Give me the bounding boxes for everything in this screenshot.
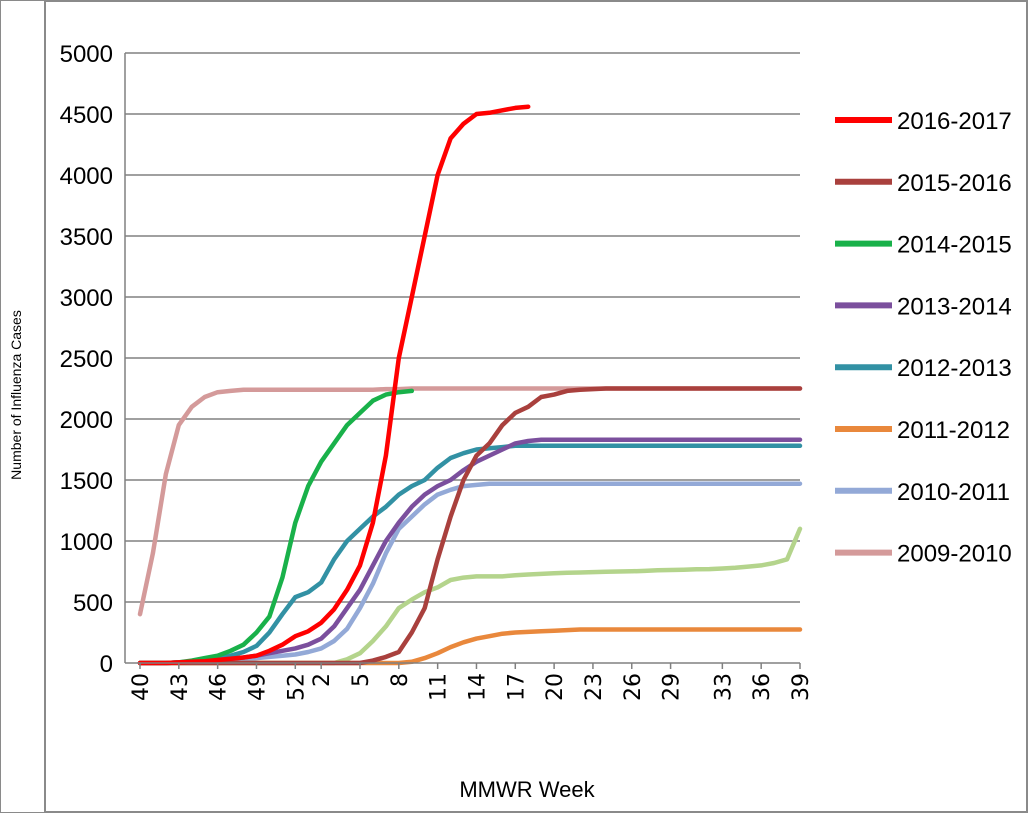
legend-item: 2009-2010 xyxy=(835,541,1012,568)
y-tick-label: 4000 xyxy=(60,163,113,190)
legend-item: 2016-2017 xyxy=(835,108,1012,135)
y-tick-label: 2500 xyxy=(60,346,113,373)
series-line-2016-2017 xyxy=(137,104,531,666)
x-tick-label: 33 xyxy=(711,673,736,701)
legend-label: 2009-2010 xyxy=(897,541,1012,568)
x-axis-label: MMWR Week xyxy=(459,777,595,802)
x-tick-label: 11 xyxy=(427,673,452,701)
legend-item: 2015-2016 xyxy=(835,170,1012,197)
x-tick-label: 29 xyxy=(660,673,685,701)
axes xyxy=(124,53,801,669)
legend-label: 2010-2011 xyxy=(897,479,1010,506)
x-tick-label: 39 xyxy=(789,673,814,701)
x-tick-label: 46 xyxy=(207,673,232,701)
legend-label: 2013-2014 xyxy=(897,293,1012,320)
gridlines xyxy=(125,52,800,603)
legend-label: 2011-2012 xyxy=(897,417,1010,444)
legend-item: 2012-2013 xyxy=(835,355,1012,382)
x-tick-label: 40 xyxy=(129,673,154,701)
legend-label: 2016-2017 xyxy=(897,108,1012,135)
y-tick-label: 5000 xyxy=(60,41,113,68)
y-tick-label: 3500 xyxy=(60,224,113,251)
x-tick-label: 49 xyxy=(245,673,270,701)
x-tick-label: 14 xyxy=(465,673,490,701)
x-tick-label: 17 xyxy=(504,673,529,701)
y-tick-label: 0 xyxy=(100,651,113,678)
x-tick-label: 36 xyxy=(750,673,775,701)
y-axis-label: Number of Influenza Cases xyxy=(8,310,24,480)
x-tick-label: 43 xyxy=(168,673,193,701)
x-tick-label: 8 xyxy=(388,673,413,687)
legend-item: 2010-2011 xyxy=(835,479,1010,506)
x-tick-label: 23 xyxy=(582,673,607,701)
legend: 2016-2017 2015-2016 2014-2015 2013-2014 2012… xyxy=(835,108,1012,568)
x-tick-label: 52 xyxy=(284,673,309,701)
legend-item: 2011-2012 xyxy=(835,417,1010,444)
series-line-2012-2013 xyxy=(137,443,803,666)
y-tick-label: 2000 xyxy=(60,407,113,434)
y-tick-label: 1000 xyxy=(60,529,113,556)
left-margin xyxy=(1,1,45,812)
x-tick-label: 5 xyxy=(349,673,374,687)
legend-item: 2013-2014 xyxy=(835,293,1012,320)
legend-label: 2015-2016 xyxy=(897,170,1012,197)
y-tick-labels: 0 500 1000 1500 2000 2500 3000 3500 4000 4500 5000 xyxy=(60,41,113,678)
y-tick-label: 4500 xyxy=(60,102,113,129)
x-tick-label: 26 xyxy=(621,673,646,701)
x-tick-label: 20 xyxy=(543,673,568,701)
x-tick-labels: 40 43 46 49 52 2 5 8 11 14 17 20 23 26 29 33 36 39 xyxy=(129,673,814,701)
y-tick-label: 3000 xyxy=(60,285,113,312)
x-tick-label: 2 xyxy=(310,673,335,687)
legend-label: 2012-2013 xyxy=(897,355,1012,382)
legend-item: 2014-2015 xyxy=(835,232,1012,259)
y-tick-label: 1500 xyxy=(60,468,113,495)
legend-label: 2014-2015 xyxy=(897,232,1012,259)
y-tick-label: 500 xyxy=(73,590,113,617)
